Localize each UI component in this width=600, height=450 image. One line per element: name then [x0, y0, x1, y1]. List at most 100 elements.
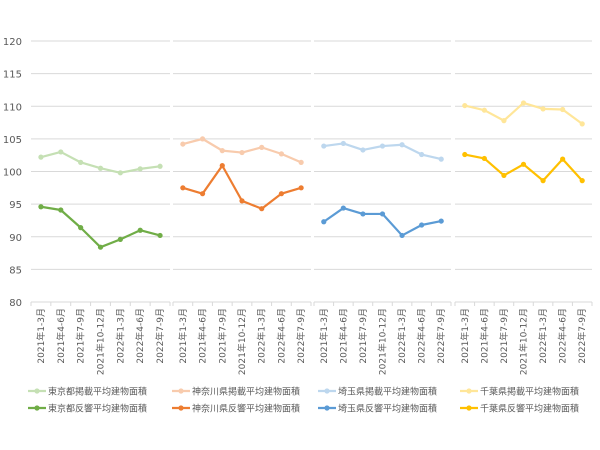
- data-point: [259, 206, 265, 212]
- data-point: [38, 154, 44, 160]
- data-point: [419, 151, 425, 158]
- data-point: [58, 207, 64, 213]
- series-line: [40, 205, 161, 249]
- data-point: [38, 204, 44, 210]
- data-point: [199, 191, 206, 197]
- x-tick-label: 2022年1-3月: [537, 308, 549, 364]
- data-point: [58, 149, 64, 155]
- data-point: [180, 185, 186, 191]
- x-tick-label: 2021年1-3月: [35, 308, 47, 364]
- data-point: [117, 170, 123, 176]
- legend-label: 東京都反響平均建物面積: [48, 403, 147, 415]
- legend-marker: [34, 405, 40, 411]
- legend-marker: [178, 388, 184, 394]
- y-tick-label: 90: [9, 233, 22, 244]
- legend-marker: [466, 388, 472, 394]
- data-point: [438, 218, 444, 224]
- x-tick-label: 2021年10-12月: [236, 308, 248, 375]
- data-point: [560, 156, 566, 162]
- legend-marker: [324, 405, 330, 411]
- legend-label: 神奈川県反響平均建物面積: [192, 403, 300, 415]
- data-point: [97, 244, 104, 250]
- x-tick-label: 2022年7-9月: [576, 308, 588, 364]
- data-point: [399, 232, 405, 239]
- legend-marker: [324, 388, 330, 394]
- x-tick-label: 2022年4-6月: [134, 308, 146, 364]
- x-tick-label: 2021年10-12月: [377, 308, 389, 375]
- data-point: [239, 198, 245, 204]
- legend-label: 千葉県掲載平均建物面積: [480, 386, 579, 398]
- data-point: [462, 151, 468, 158]
- data-point: [117, 236, 123, 242]
- x-tick-label: 2021年4-6月: [197, 308, 209, 364]
- data-point: [419, 222, 425, 228]
- x-tick-label: 2021年1-3月: [459, 308, 471, 364]
- legend-marker: [178, 405, 184, 411]
- legend-label: 埼玉県掲載平均建物面積: [338, 386, 437, 398]
- x-tick-label: 2021年1-3月: [318, 308, 330, 364]
- data-point: [239, 149, 245, 156]
- x-tick-label: 2022年7-9月: [154, 308, 166, 364]
- data-point: [157, 232, 163, 239]
- y-tick-label: 100: [3, 168, 22, 179]
- legend-label: 東京都掲載平均建物面積: [48, 386, 147, 398]
- x-tick-label: 2021年4-6月: [478, 308, 490, 364]
- x-tick-label: 2022年1-3月: [114, 308, 126, 364]
- data-point: [579, 178, 585, 184]
- data-point: [360, 147, 366, 153]
- data-point: [219, 148, 225, 154]
- data-point: [540, 178, 546, 184]
- x-tick-label: 2022年4-6月: [275, 308, 287, 364]
- data-point: [278, 151, 285, 157]
- y-tick-label: 105: [3, 135, 22, 146]
- x-tick-label: 2022年4-6月: [416, 308, 428, 364]
- data-point: [560, 106, 566, 113]
- data-point: [137, 227, 143, 233]
- legend-marker: [34, 388, 40, 394]
- x-tick-label: 2021年7-9月: [75, 308, 87, 364]
- data-point: [462, 102, 468, 109]
- legend-marker: [466, 405, 472, 411]
- x-tick-label: 2022年4-6月: [557, 308, 569, 364]
- data-point: [481, 155, 487, 162]
- data-point: [579, 121, 585, 127]
- x-tick-label: 2021年10-12月: [95, 308, 107, 375]
- y-tick-label: 85: [9, 265, 22, 276]
- legend-label: 埼玉県反響平均建物面積: [338, 403, 437, 415]
- data-point: [219, 163, 225, 169]
- data-point: [259, 144, 265, 150]
- x-tick-label: 2021年10-12月: [518, 308, 530, 375]
- x-tick-label: 2022年7-9月: [435, 308, 447, 364]
- x-tick-label: 2021年4-6月: [337, 308, 349, 364]
- x-tick-label: 2021年4-6月: [55, 308, 67, 364]
- data-point: [298, 185, 304, 191]
- data-point: [199, 136, 206, 142]
- y-tick-label: 115: [3, 70, 22, 81]
- data-point: [399, 142, 405, 148]
- y-tick-label: 80: [9, 298, 22, 309]
- legend-label: 神奈川県掲載平均建物面積: [192, 386, 300, 398]
- data-point: [520, 161, 527, 167]
- data-point: [481, 107, 487, 113]
- x-tick-label: 2021年1-3月: [177, 308, 189, 364]
- data-point: [520, 100, 527, 106]
- data-point: [137, 166, 143, 172]
- data-point: [438, 156, 444, 162]
- x-tick-label: 2021年7-9月: [357, 308, 369, 364]
- data-point: [379, 143, 386, 149]
- data-point: [78, 225, 84, 231]
- data-point: [501, 118, 507, 124]
- data-point: [321, 143, 327, 149]
- data-point: [180, 141, 186, 147]
- x-tick-label: 2022年1-3月: [256, 308, 268, 364]
- data-point: [360, 211, 366, 217]
- legend-label: 千葉県反響平均建物面積: [480, 403, 579, 415]
- x-tick-label: 2021年7-9月: [498, 308, 510, 364]
- data-point: [540, 106, 546, 112]
- data-point: [321, 219, 327, 225]
- data-point: [97, 165, 104, 171]
- x-tick-label: 2021年7-9月: [216, 308, 228, 364]
- data-point: [157, 163, 163, 169]
